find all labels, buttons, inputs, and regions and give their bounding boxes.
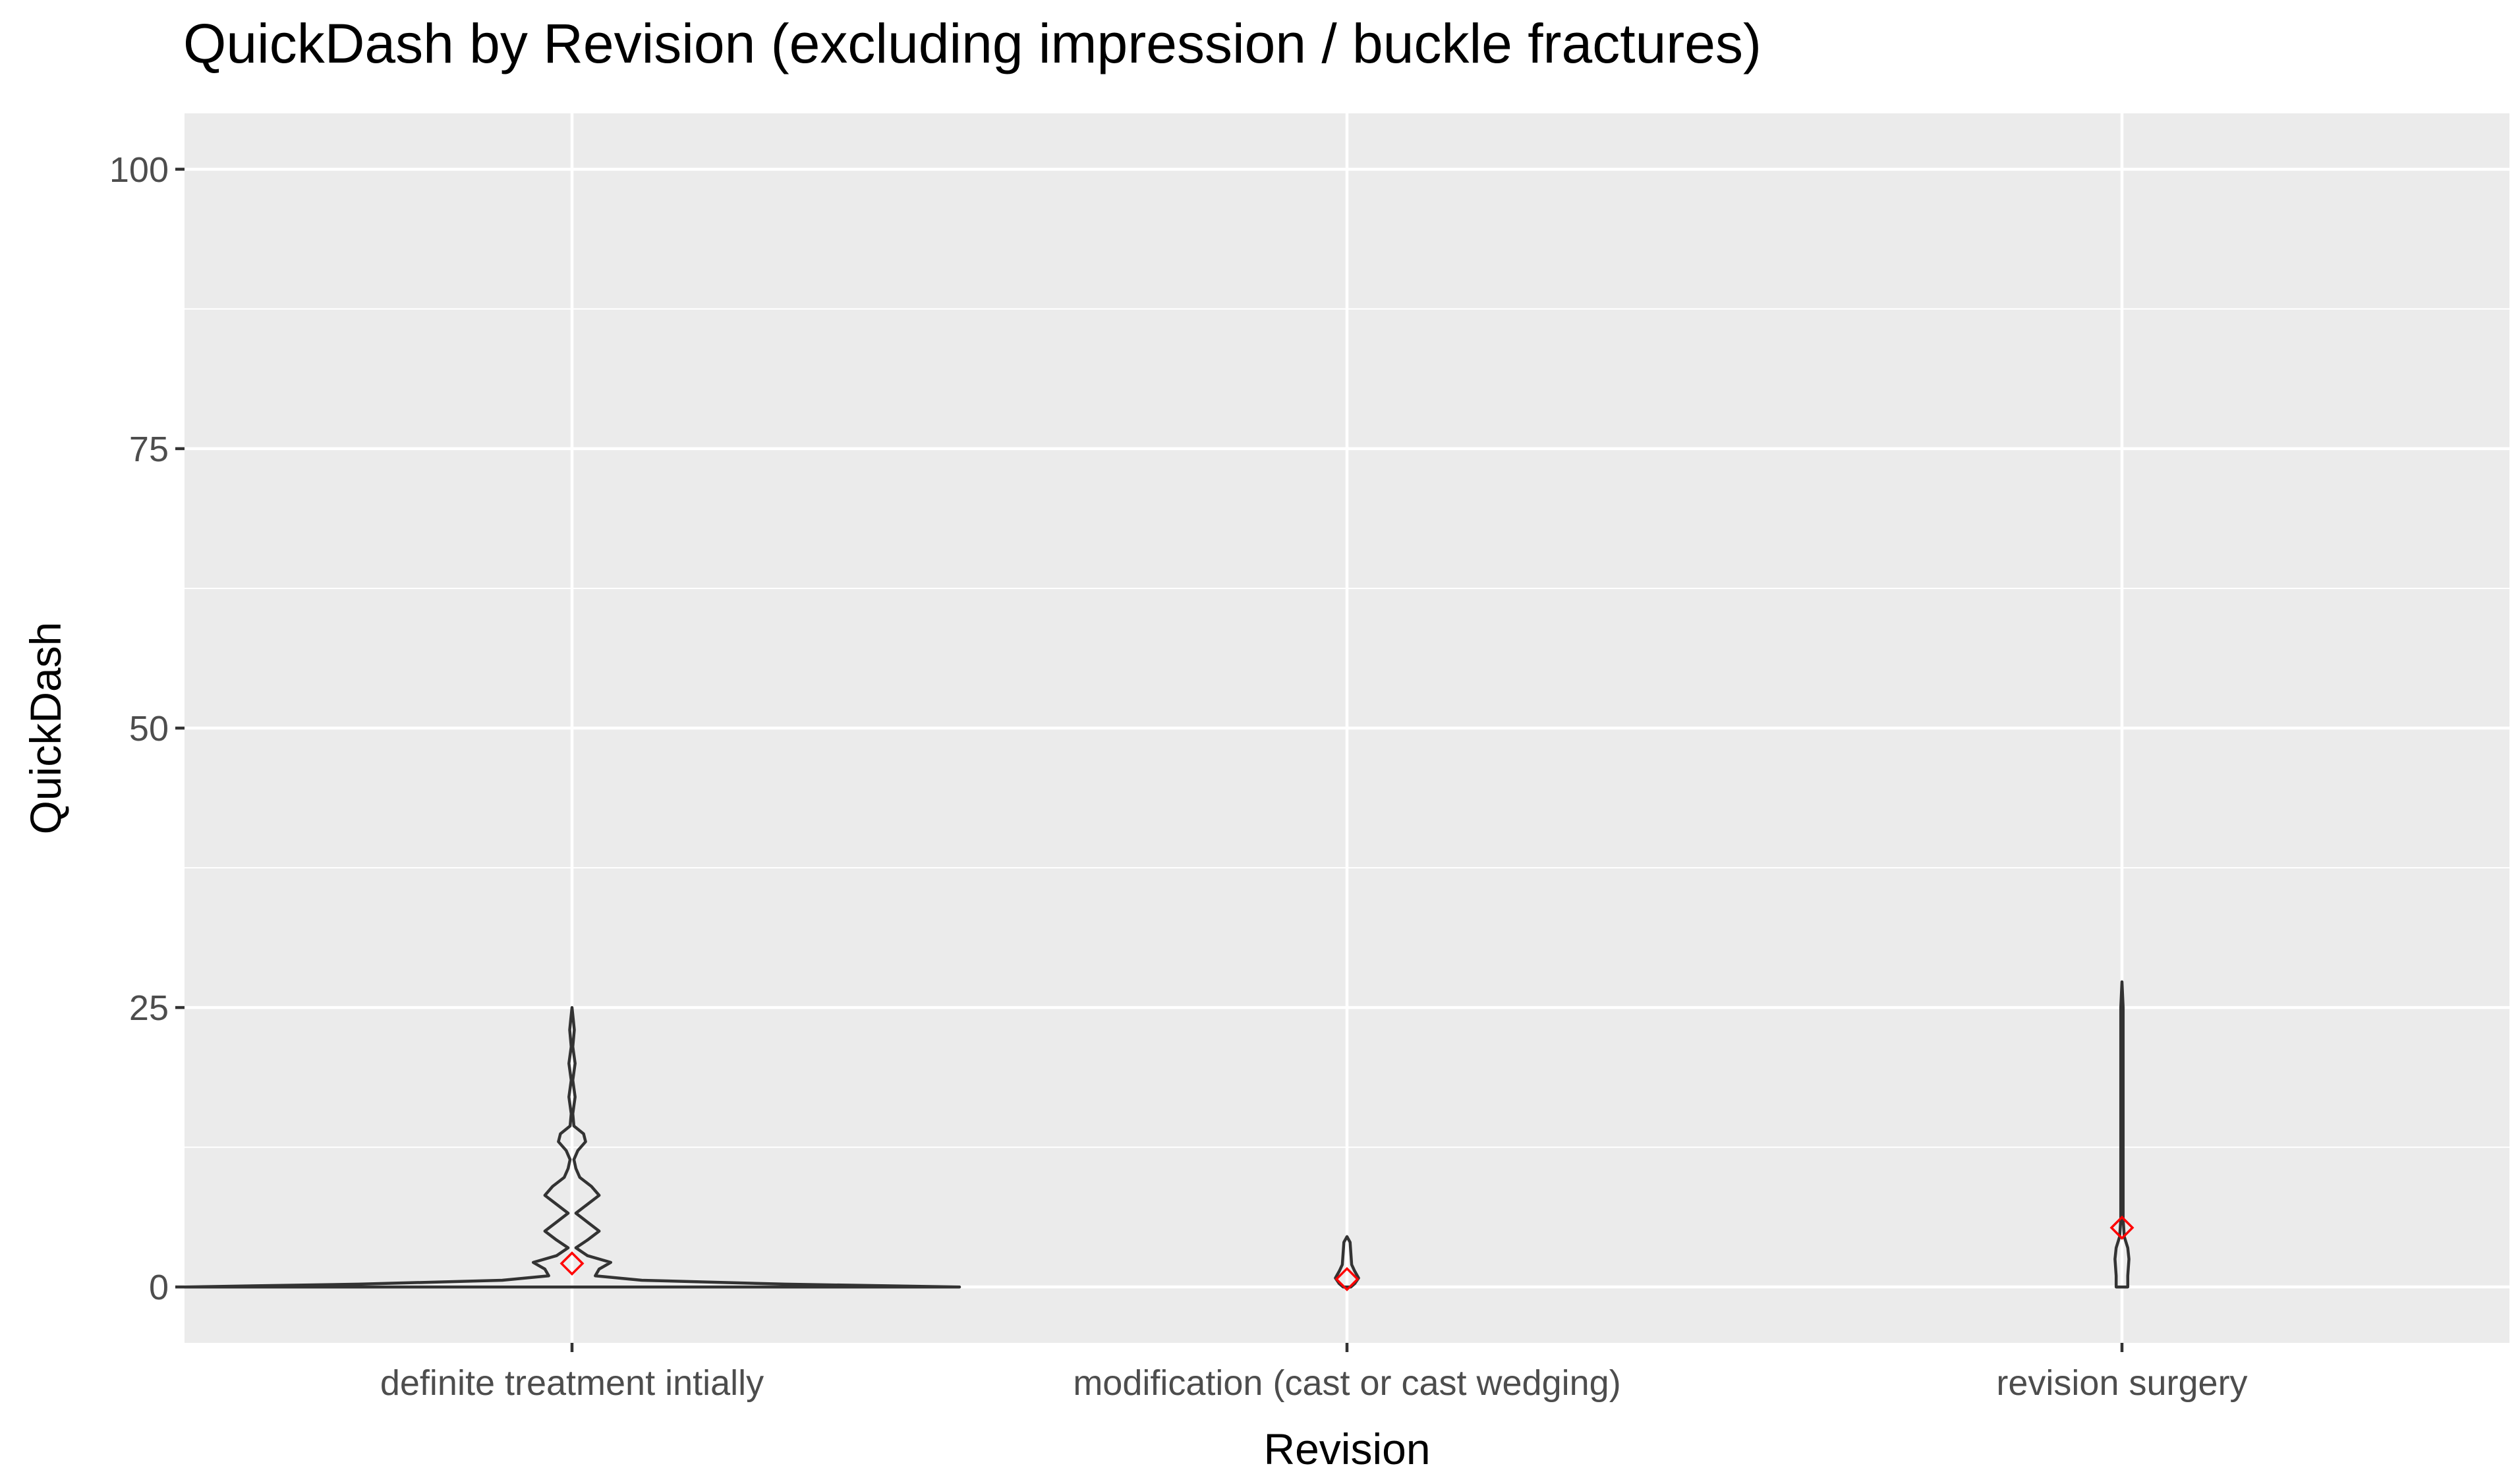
mean-marker-1	[559, 1251, 585, 1276]
y-tick-label: 100	[109, 150, 169, 190]
x-axis-title: Revision	[1263, 1425, 1430, 1472]
y-axis-title: QuickDash	[21, 622, 70, 835]
axes: 0 25 50 75 100 definite treatment intially mod…	[109, 150, 2248, 1403]
y-tick-label: 75	[129, 430, 169, 469]
x-tick-label: modification (cast or cast wedging)	[1073, 1363, 1620, 1403]
violin-1	[183, 1005, 961, 1289]
mean-marker-3	[2109, 1215, 2134, 1240]
mean-marker-2	[1334, 1266, 1360, 1291]
y-tick-label: 25	[129, 988, 169, 1028]
x-tick-label: revision surgery	[1996, 1363, 2247, 1403]
mean-markers	[559, 1215, 2134, 1291]
violin-3	[2113, 980, 2131, 1289]
y-tick-label: 0	[149, 1268, 169, 1307]
chart-title: QuickDash by Revision (excluding impress…	[183, 13, 1761, 74]
x-tick-label: definite treatment intially	[380, 1363, 764, 1403]
y-tick-label: 50	[129, 709, 169, 749]
